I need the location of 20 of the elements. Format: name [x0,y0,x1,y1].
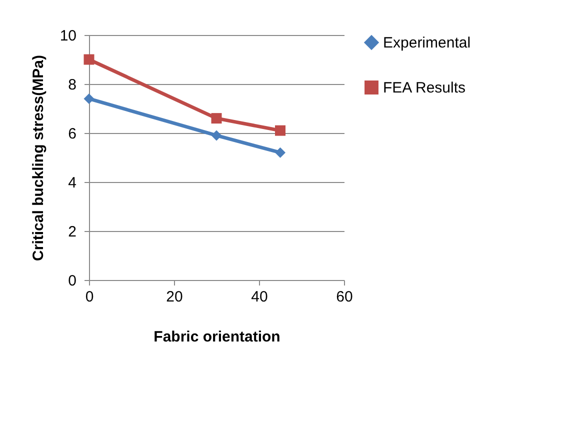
point [84,54,94,65]
y-tick-label: 2 [68,224,76,240]
point [84,93,94,104]
y-tick-label: 4 [68,174,76,192]
point [211,113,222,124]
legend-label: FEA Results [383,80,466,96]
point [275,147,286,158]
y-tick-label: 0 [68,272,76,290]
point [211,130,222,141]
y-tick-label: 10 [60,28,76,44]
point [275,125,286,136]
y-tick-label: 8 [68,76,76,94]
y-tick-label: 6 [68,126,76,142]
x-tick-label: 40 [251,288,268,306]
legend-label: Experimental [383,34,471,52]
x-tick-label: 20 [166,288,183,306]
x-tick-label: 60 [336,288,353,306]
x-tick-label: 0 [85,288,94,306]
x-axis-title: Fabric orientation [154,328,280,346]
y-axis-title: Critical buckling stress(MPa) [30,55,47,261]
